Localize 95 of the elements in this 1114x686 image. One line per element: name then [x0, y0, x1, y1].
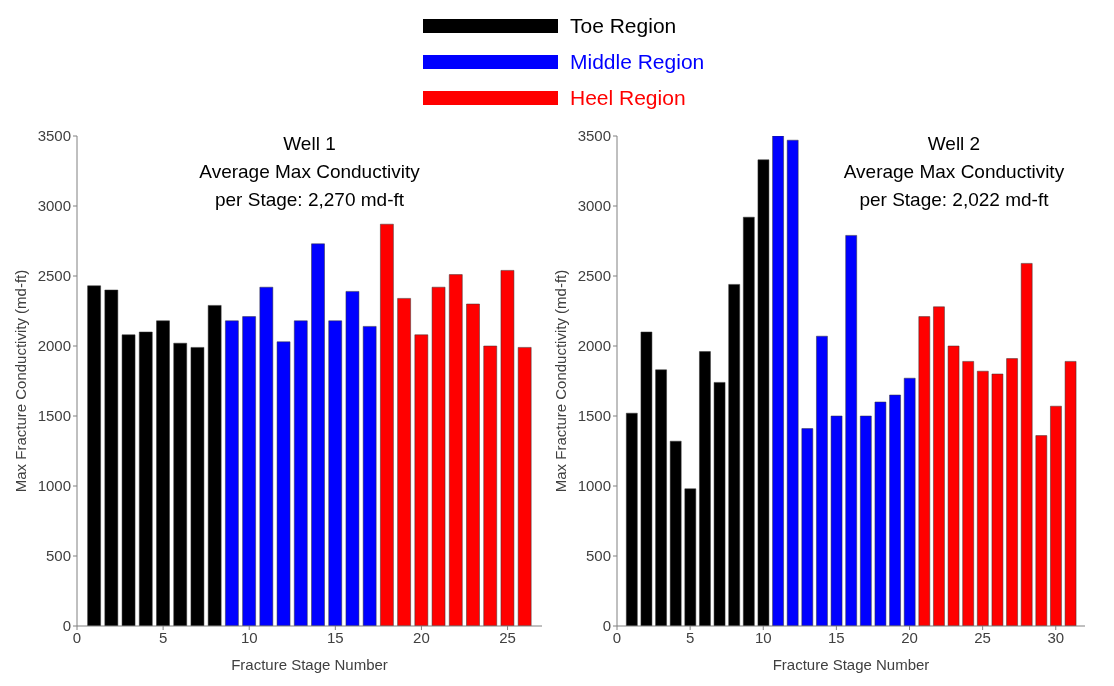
bar — [903, 377, 916, 626]
bar — [207, 305, 222, 626]
y-axis-title: Max Fracture Conductivity (md-ft) — [11, 269, 29, 493]
y-tick-label: 3500 — [577, 127, 611, 145]
bar — [933, 306, 945, 626]
bar — [655, 369, 667, 626]
bar — [294, 320, 308, 626]
y-tick-label: 0 — [602, 617, 611, 635]
bar — [1006, 358, 1018, 626]
x-tick-label: 25 — [974, 628, 991, 646]
bar — [830, 415, 843, 626]
bar — [173, 342, 187, 626]
bar — [640, 331, 653, 626]
bar — [345, 291, 360, 626]
bar — [190, 347, 205, 626]
bar — [845, 235, 857, 626]
bar — [139, 331, 153, 626]
bar — [259, 286, 274, 626]
x-tick-label: 0 — [612, 628, 622, 646]
y-tick-label: 2500 — [37, 267, 71, 285]
bar — [786, 139, 799, 626]
x-tick-label: 10 — [754, 628, 772, 646]
bar — [918, 316, 931, 626]
bar — [860, 415, 872, 626]
bar — [772, 136, 784, 626]
text: Toe Region — [570, 14, 677, 38]
bar — [889, 394, 901, 626]
bar — [626, 412, 638, 626]
text: Well 2 Average Max Conductivity per Stage: 2,022 md-ft — [842, 132, 1066, 212]
bar — [483, 345, 497, 626]
bar — [500, 270, 515, 626]
text: Well 1 Average Max Conductivity per Stage: 2,270 md-ft — [198, 132, 421, 212]
x-tick-label: 25 — [499, 628, 516, 646]
y-axis-title: Max Fracture Conductivity (md-ft) — [551, 269, 569, 493]
y-tick-label: 2500 — [577, 267, 611, 285]
x-tick-label: 30 — [1047, 628, 1065, 646]
x-tick-label: 20 — [901, 628, 918, 646]
x-tick-label: 0 — [72, 628, 82, 646]
bar — [104, 289, 119, 626]
bar — [757, 159, 770, 626]
bar — [225, 320, 239, 626]
bar — [743, 216, 755, 626]
y-tick-label: 0 — [62, 617, 71, 635]
bar — [1050, 405, 1062, 626]
bar — [962, 361, 974, 626]
bar — [1020, 263, 1033, 626]
bar — [328, 320, 342, 626]
bar — [947, 345, 960, 626]
y-tick-label: 2000 — [37, 337, 71, 355]
x-tick-label: 15 — [326, 628, 344, 646]
x-axis-title: Fracture Stage Number — [231, 656, 388, 673]
bar — [414, 334, 429, 626]
y-tick-label: 500 — [45, 547, 71, 565]
bar — [242, 316, 256, 626]
bar — [669, 440, 682, 626]
bar — [874, 401, 887, 626]
bar — [816, 335, 828, 626]
y-tick-label: 2000 — [577, 337, 611, 355]
bar — [449, 274, 463, 626]
x-tick-label: 5 — [685, 628, 695, 646]
x-tick-label: 15 — [828, 628, 845, 646]
y-tick-label: 1500 — [37, 407, 71, 425]
bar — [713, 382, 726, 626]
bar — [431, 286, 446, 626]
bar — [87, 285, 101, 626]
y-tick-label: 3500 — [37, 127, 71, 145]
text: Heel Region — [570, 86, 686, 110]
bar — [684, 488, 697, 626]
bar — [801, 428, 814, 626]
x-axis-title: Fracture Stage Number — [772, 656, 930, 673]
bar — [991, 373, 1004, 626]
bar — [1064, 361, 1077, 626]
y-tick-label: 1500 — [577, 407, 611, 425]
bar — [380, 223, 394, 626]
bar — [977, 370, 989, 626]
bar — [1035, 435, 1048, 626]
bar — [699, 351, 711, 626]
y-tick-label: 500 — [585, 547, 611, 565]
bar — [517, 347, 532, 626]
y-tick-label: 1000 — [37, 477, 71, 495]
bar — [121, 334, 136, 626]
y-tick-label: 3000 — [577, 197, 611, 215]
bar — [156, 320, 170, 626]
bar — [276, 341, 291, 626]
bar — [397, 298, 411, 626]
y-tick-label: 1000 — [577, 477, 611, 495]
y-tick-label: 3000 — [37, 197, 71, 215]
bar — [311, 243, 325, 626]
x-tick-label: 5 — [158, 628, 168, 646]
bar — [728, 284, 740, 626]
bar — [362, 326, 377, 626]
bar — [466, 303, 480, 626]
x-tick-label: 20 — [413, 628, 430, 646]
x-tick-label: 10 — [240, 628, 258, 646]
text: Middle Region — [570, 50, 705, 74]
